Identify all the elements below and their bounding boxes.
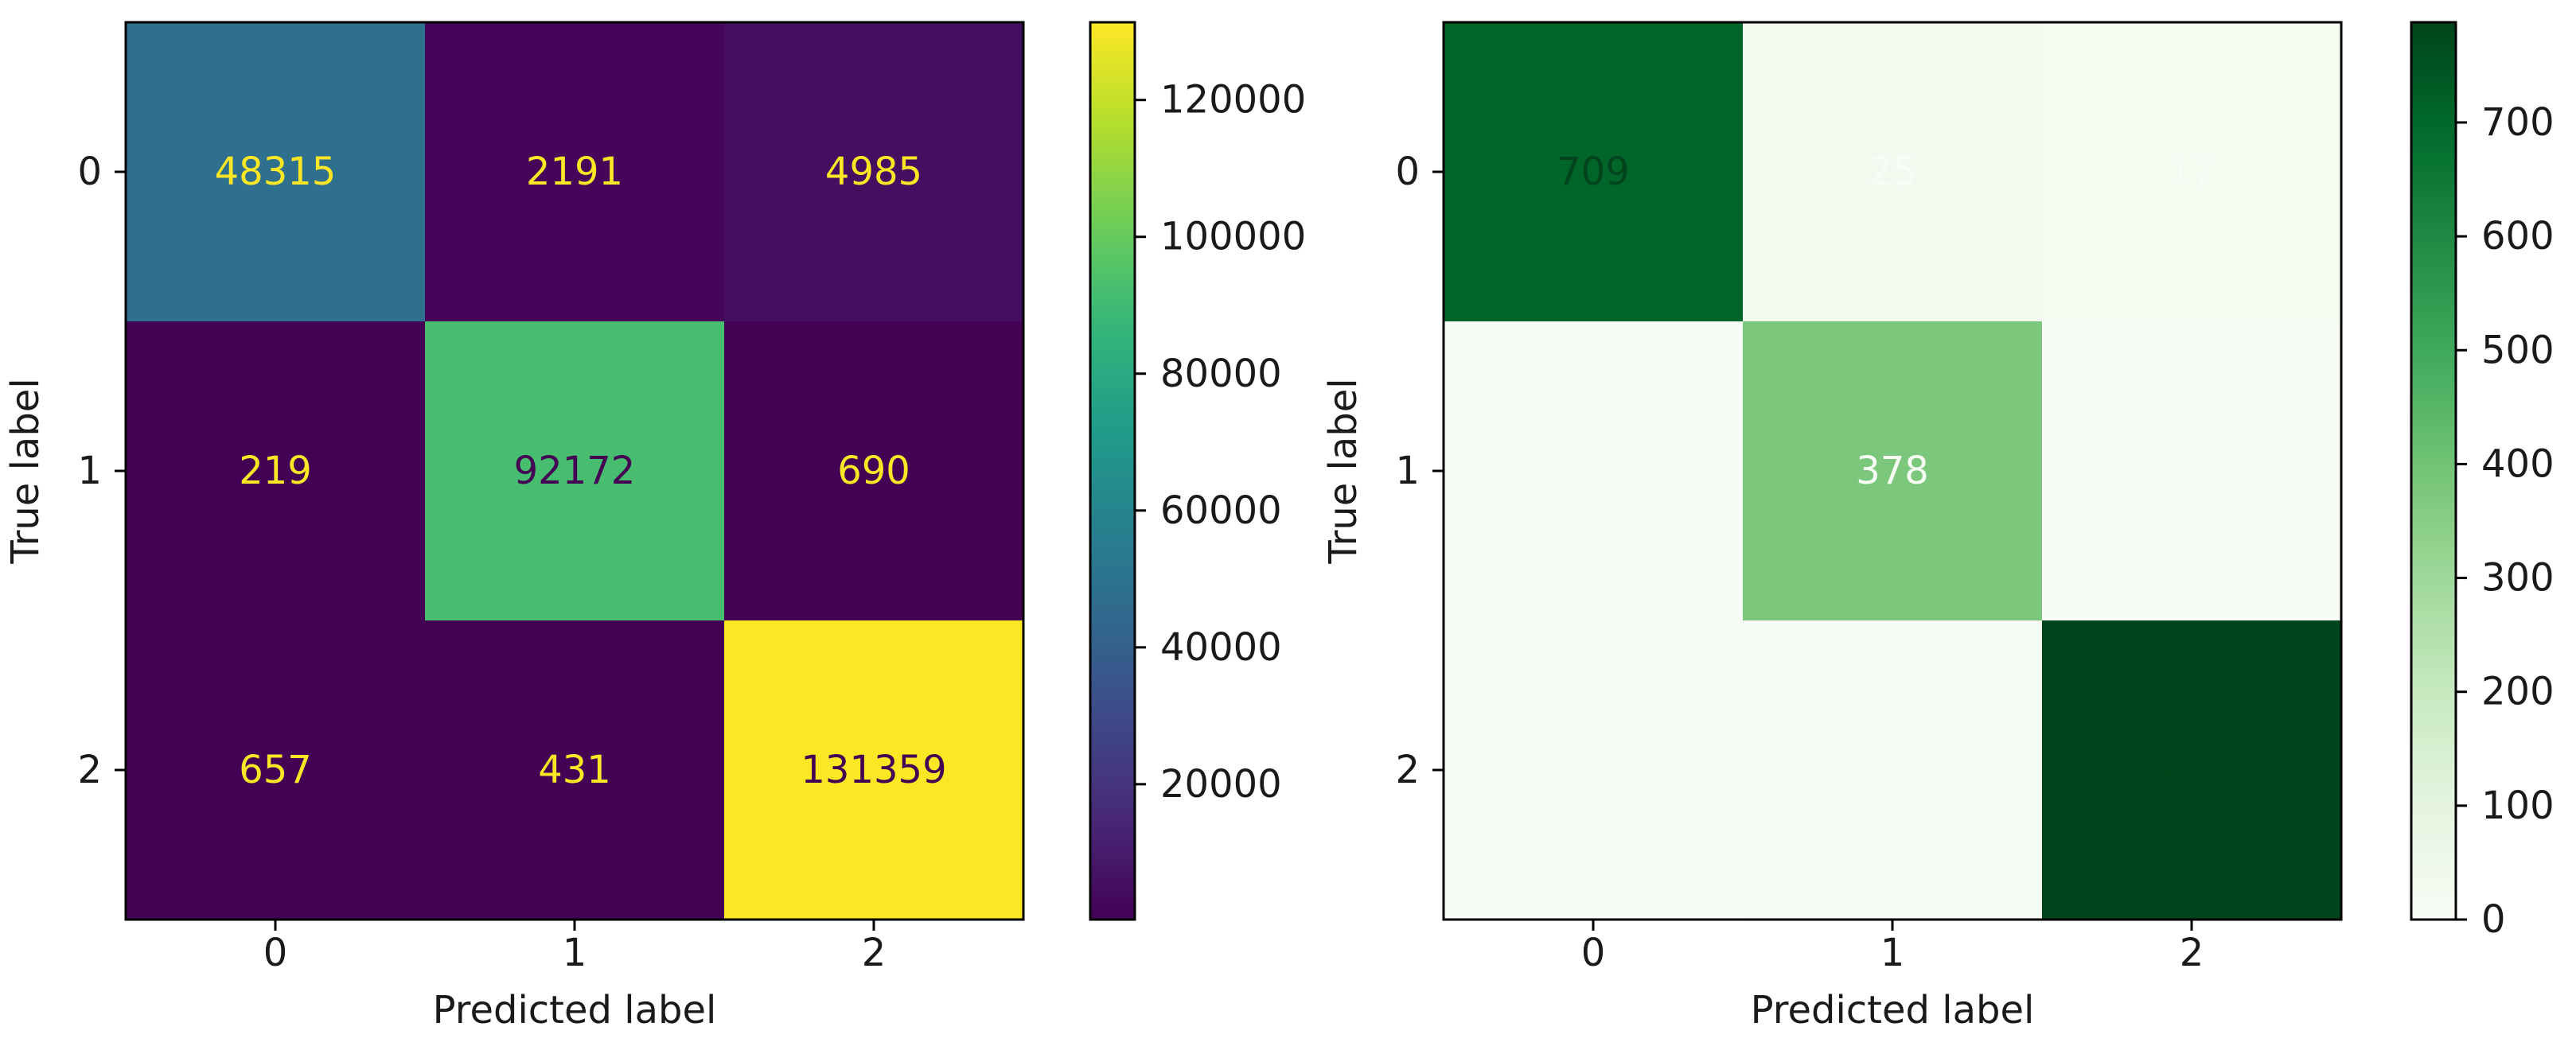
matrix-cell — [126, 620, 426, 920]
matrix-cell — [425, 22, 725, 322]
x-tick-label: 2 — [2180, 931, 2204, 975]
cell-value-label: 709 — [1557, 150, 1630, 194]
matrix-cell — [425, 321, 725, 621]
matrix-cell — [1743, 22, 2043, 322]
colorbar-tick-label: 20000 — [1160, 762, 1282, 807]
matrix-cell — [2042, 22, 2342, 322]
cell-value-label: 25 — [1868, 150, 1916, 194]
y-tick-label: 2 — [1395, 748, 1420, 792]
cell-value-label: 48315 — [215, 150, 337, 194]
matrix-cell — [1444, 620, 1744, 920]
colorbar-tick-label: 600 — [2481, 214, 2555, 259]
colorbar-tick-label: 100000 — [1160, 215, 1306, 259]
colorbar-gradient — [2411, 22, 2456, 920]
cell-value-label: 17 — [2167, 150, 2216, 194]
cell-value-label: 431 — [538, 748, 611, 792]
colorbar-tick-label: 100 — [2481, 784, 2555, 828]
y-tick-label: 1 — [77, 449, 102, 493]
colorbar-frame — [1089, 21, 1136, 921]
y-tick-label: 1 — [1395, 449, 1420, 493]
matrix-cell — [126, 321, 426, 621]
x-tick-label: 1 — [1880, 931, 1905, 975]
matrix-cell — [2042, 321, 2342, 621]
colorbar-tick-label: 0 — [2481, 897, 2506, 942]
x-axis-label: Predicted label — [1751, 988, 2035, 1032]
matrix-cell — [724, 321, 1024, 621]
cell-value-label: 378 — [1856, 449, 1929, 493]
colorbar-tick-label: 60000 — [1160, 488, 1282, 533]
y-axis-label: True label — [3, 378, 48, 564]
colorbar-tick-label: 300 — [2481, 556, 2555, 601]
y-tick-label: 0 — [1395, 150, 1420, 194]
cell-value-label: 690 — [837, 449, 910, 493]
x-axis-label: Predicted label — [433, 988, 717, 1032]
cell-value-label: 0 — [1581, 748, 1606, 792]
cell-value-label: 219 — [239, 449, 312, 493]
matrix-cell — [1743, 321, 2043, 621]
cell-value-label: 0 — [2180, 449, 2204, 493]
y-axis-label: True label — [1321, 378, 1366, 564]
cell-value-label: 5 — [1880, 748, 1905, 792]
colorbar-tick-label: 700 — [2481, 100, 2555, 145]
matrix-cell — [126, 22, 426, 322]
x-tick-label: 0 — [263, 931, 288, 975]
matrix-cell — [1743, 620, 2043, 920]
y-tick-label: 2 — [77, 748, 102, 792]
cell-value-label: 657 — [239, 748, 312, 792]
cell-value-label: 0 — [1581, 449, 1606, 493]
colorbar-tick-label: 40000 — [1160, 625, 1282, 670]
colorbar-tick-label: 200 — [2481, 670, 2555, 714]
matrix-cell — [2042, 620, 2342, 920]
cell-value-label: 4985 — [825, 150, 922, 194]
colorbar-tick-label: 500 — [2481, 328, 2555, 372]
colorbar-tick-label: 120000 — [1160, 78, 1306, 122]
matrix-cell — [1444, 321, 1744, 621]
y-tick-label: 0 — [77, 150, 102, 194]
cell-value-label: 2191 — [526, 150, 623, 194]
x-tick-label: 2 — [862, 931, 887, 975]
confusion-matrix-right: 709 25 17 0 378 0 0 5 788 0 1 2 0 1 2 Predicted label Tr… — [1321, 21, 2555, 1032]
matrix-cell — [1444, 22, 1744, 322]
x-tick-label: 1 — [563, 931, 587, 975]
cell-value-label: 788 — [2155, 748, 2228, 792]
matrix-cell — [724, 22, 1024, 322]
matrix-cell — [425, 620, 725, 920]
cell-value-label: 131359 — [801, 748, 946, 792]
cell-value-label: 92172 — [514, 449, 636, 493]
colorbar-gradient — [1090, 22, 1135, 920]
matrix-cell — [724, 620, 1024, 920]
x-tick-label: 0 — [1581, 931, 1606, 975]
colorbar-frame — [2410, 21, 2457, 921]
colorbar-tick-label: 80000 — [1160, 352, 1282, 396]
colorbar-tick-label: 400 — [2481, 441, 2555, 486]
